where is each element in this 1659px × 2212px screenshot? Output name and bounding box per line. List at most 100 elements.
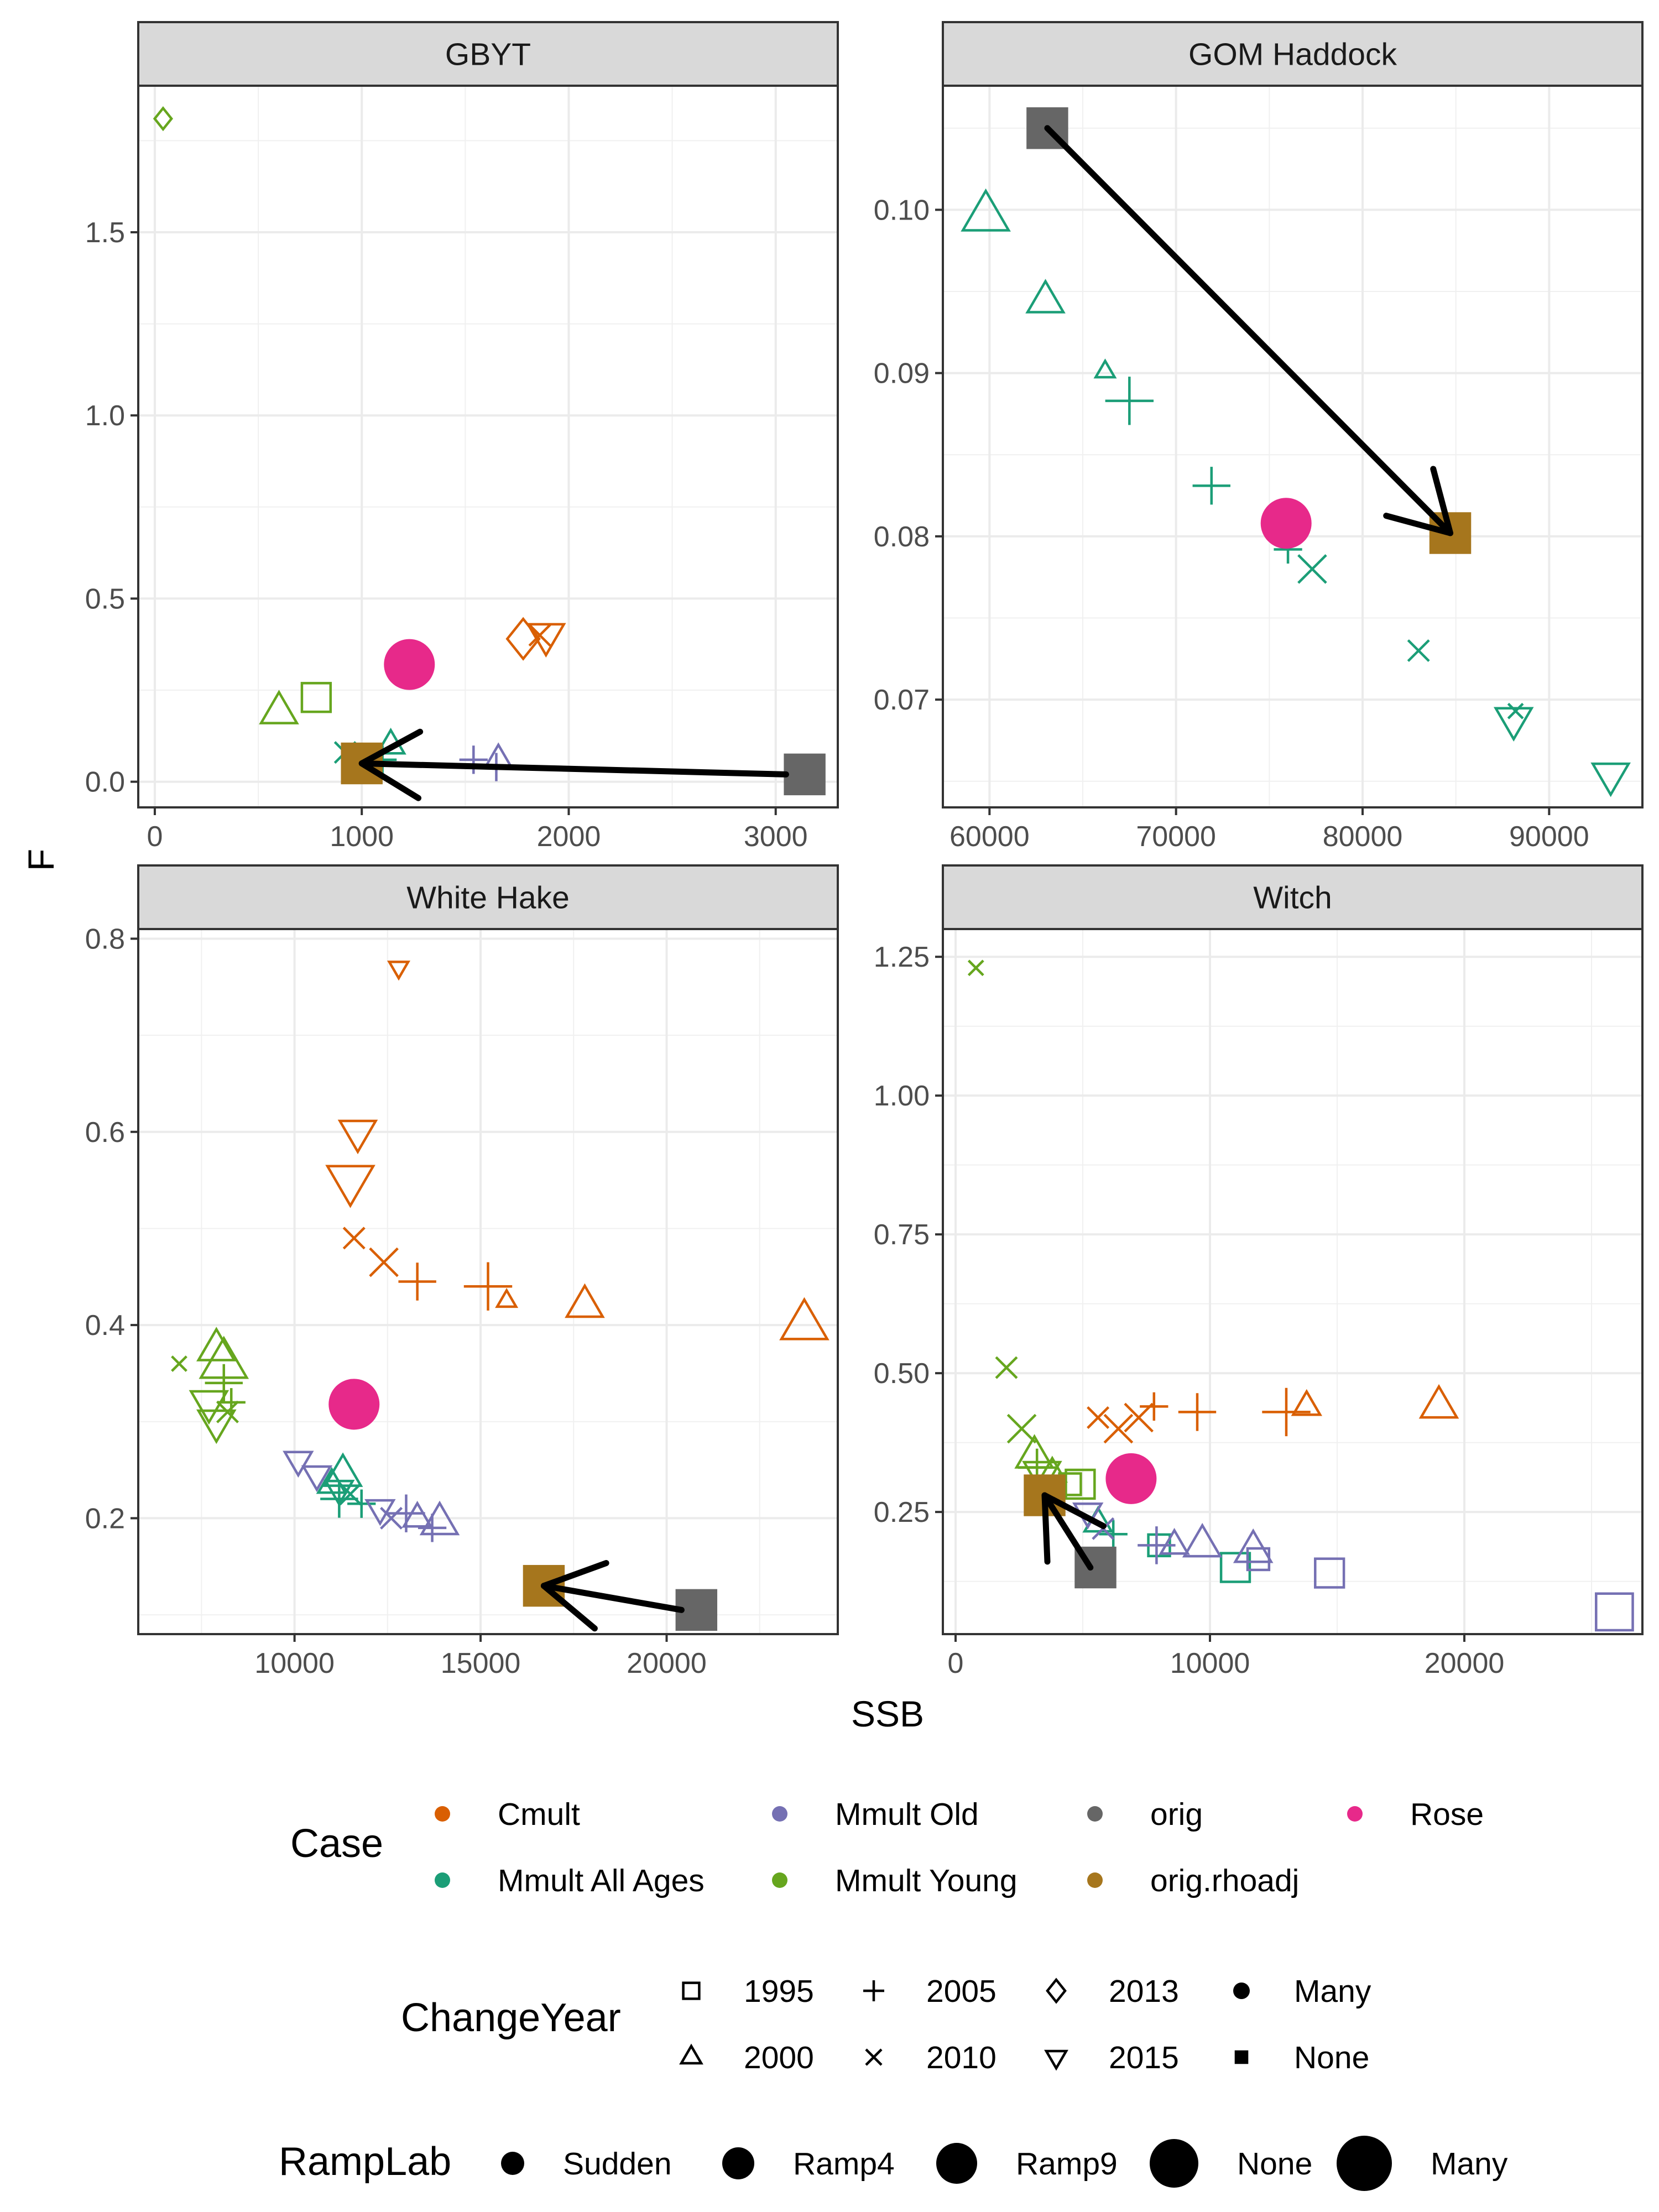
legend-size-key xyxy=(1150,2139,1198,2188)
data-point-cmult xyxy=(1262,1387,1311,1437)
legend-ramplab-label: Many xyxy=(1431,2146,1508,2182)
data-point-mmult-young xyxy=(995,1356,1018,1379)
panel-border xyxy=(137,85,839,808)
legend-shape-key xyxy=(863,1980,884,2001)
data-point-mmult-all-ages xyxy=(1407,639,1430,662)
data-point-mmult-all-ages xyxy=(339,1483,362,1506)
data-point-cmult xyxy=(1124,1402,1154,1433)
data-point-cmult xyxy=(528,624,551,647)
panel-border xyxy=(137,928,839,1635)
legend-ramplab-item-sudden: Sudden xyxy=(501,2146,672,2182)
arrow-shaft xyxy=(540,1583,685,1613)
data-point-cmult xyxy=(325,1165,375,1208)
legend-shape-key xyxy=(682,1981,701,2000)
data-point-mmult-young xyxy=(300,682,332,713)
x-tick-label: 10000 xyxy=(254,1647,335,1679)
data-point-mmult-all-ages xyxy=(1219,1552,1251,1583)
legend-case-item-mmult-old: Mmult Old xyxy=(772,1797,979,1832)
data-point-mmult-old xyxy=(1159,1527,1190,1555)
legend-ramplab-item-ramp9: Ramp9 xyxy=(936,2143,1118,2184)
y-tick-label: 0.10 xyxy=(874,194,930,226)
y-tick-label: 0.8 xyxy=(85,923,125,955)
legend-changeyear-item-none: None xyxy=(1234,2040,1369,2075)
y-tick-label: 0.4 xyxy=(85,1310,125,1342)
legend-changeyear: ChangeYear 1995 2000 2005 2010 2013 2015 Many N… xyxy=(401,1974,1371,2075)
legend-shape-key xyxy=(1233,1983,1250,1999)
legend-changeyear-label: Many xyxy=(1294,1974,1371,2009)
x-tick-label: 70000 xyxy=(1136,821,1216,853)
x-axis-title: SSB xyxy=(851,1693,924,1734)
panel-border xyxy=(942,928,1644,1635)
legend-case-item-rose: Rose xyxy=(1347,1797,1484,1832)
legend-changeyear-label: 2010 xyxy=(926,2040,997,2075)
legend-ramplab-item-many: Many xyxy=(1337,2136,1508,2191)
legend-ramplab-item-ramp4: Ramp4 xyxy=(722,2146,895,2182)
data-point-rose xyxy=(384,639,435,690)
legend-case-title: Case xyxy=(290,1822,383,1866)
data-point-mmult-young xyxy=(196,1409,237,1444)
legend-changeyear-label: 1995 xyxy=(744,1974,814,2009)
legend-ramplab-title: RampLab xyxy=(279,2140,451,2184)
y-tick-label: 0.07 xyxy=(874,684,930,716)
x-tick-label: 10000 xyxy=(1170,1647,1250,1679)
data-point-mmult-all-ages xyxy=(961,188,1011,232)
data-points xyxy=(967,959,1634,1632)
legend-changeyear-title: ChangeYear xyxy=(401,1996,621,2040)
legend-ramplab-label: Ramp4 xyxy=(793,2146,895,2182)
panel-strip-title: White Hake xyxy=(406,880,570,916)
legend-color-key xyxy=(1347,1806,1363,1822)
arrow-head xyxy=(540,1560,609,1632)
legend-ramplab: RampLab Sudden Ramp4 Ramp9 None Many xyxy=(279,2136,1508,2191)
legend-changeyear-item-many: Many xyxy=(1233,1974,1371,2009)
legend-size-key xyxy=(722,2147,754,2179)
legend-shape-key xyxy=(679,2043,703,2065)
data-point-mmult-all-ages xyxy=(1297,554,1327,584)
legend-shape-key xyxy=(865,2048,883,2066)
data-point-mmult-young xyxy=(153,106,173,132)
data-point-cmult xyxy=(463,1262,513,1311)
change-arrow xyxy=(1041,1492,1107,1571)
y-tick-label: 0.0 xyxy=(85,766,125,799)
panel-gbyt: GBYT 0 1000 2000 3000 0.0 0.5 1.0 1.5 xyxy=(85,21,839,853)
panel-strip xyxy=(137,21,839,87)
x-tick-label: 80000 xyxy=(1323,821,1403,853)
data-point-mmult-young xyxy=(196,1327,237,1361)
legend-size-key xyxy=(936,2143,977,2184)
panel-border xyxy=(942,85,1644,808)
data-point-cmult xyxy=(1291,1389,1323,1416)
data-point-cmult xyxy=(565,1283,605,1318)
panel-strip xyxy=(942,21,1644,87)
legend-color-key xyxy=(435,1872,450,1888)
data-point-rose xyxy=(1105,1453,1157,1504)
y-tick-label: 0.09 xyxy=(874,358,930,390)
data-point-cmult xyxy=(398,1262,436,1301)
change-arrow xyxy=(540,1560,685,1632)
panels: GBYT 0 1000 2000 3000 0.0 0.5 1.0 1.5 GOM Haddock… xyxy=(85,21,1644,1679)
data-point-mmult-young xyxy=(1006,1413,1037,1444)
data-point-mmult-old xyxy=(1182,1522,1223,1558)
gridlines xyxy=(138,86,838,807)
y-tick-label: 0.08 xyxy=(874,521,930,553)
panel-strip xyxy=(942,864,1644,930)
data-point-cmult xyxy=(337,1119,378,1155)
legend-changeyear-label: 2000 xyxy=(744,2040,814,2075)
data-point-mmult-all-ages xyxy=(1099,1520,1128,1548)
arrow-head xyxy=(1041,1492,1107,1565)
change-arrow xyxy=(1044,125,1454,536)
legend-changeyear-item-2013: 2013 xyxy=(1046,1974,1179,2009)
data-point-cmult xyxy=(1140,1392,1168,1421)
legend-case-label: Cmult xyxy=(498,1797,580,1832)
legend-case-item-orig-rhoadj: orig.rhoadj xyxy=(1087,1863,1299,1898)
x-tick-label: 20000 xyxy=(627,1647,707,1679)
y-tick-label: 1.0 xyxy=(85,400,125,432)
panel-strip xyxy=(137,864,839,930)
plot-background xyxy=(138,86,838,807)
data-point-mmult-old xyxy=(380,1506,403,1530)
legend-color-key xyxy=(1087,1872,1103,1888)
data-point-mmult-old xyxy=(1233,1528,1274,1563)
legend-ramplab-label: None xyxy=(1237,2146,1312,2182)
data-point-cmult xyxy=(1418,1384,1459,1419)
x-tick-label: 15000 xyxy=(441,1647,521,1679)
data-point-mmult-young xyxy=(205,1364,243,1402)
legend-size-key xyxy=(501,2152,524,2175)
